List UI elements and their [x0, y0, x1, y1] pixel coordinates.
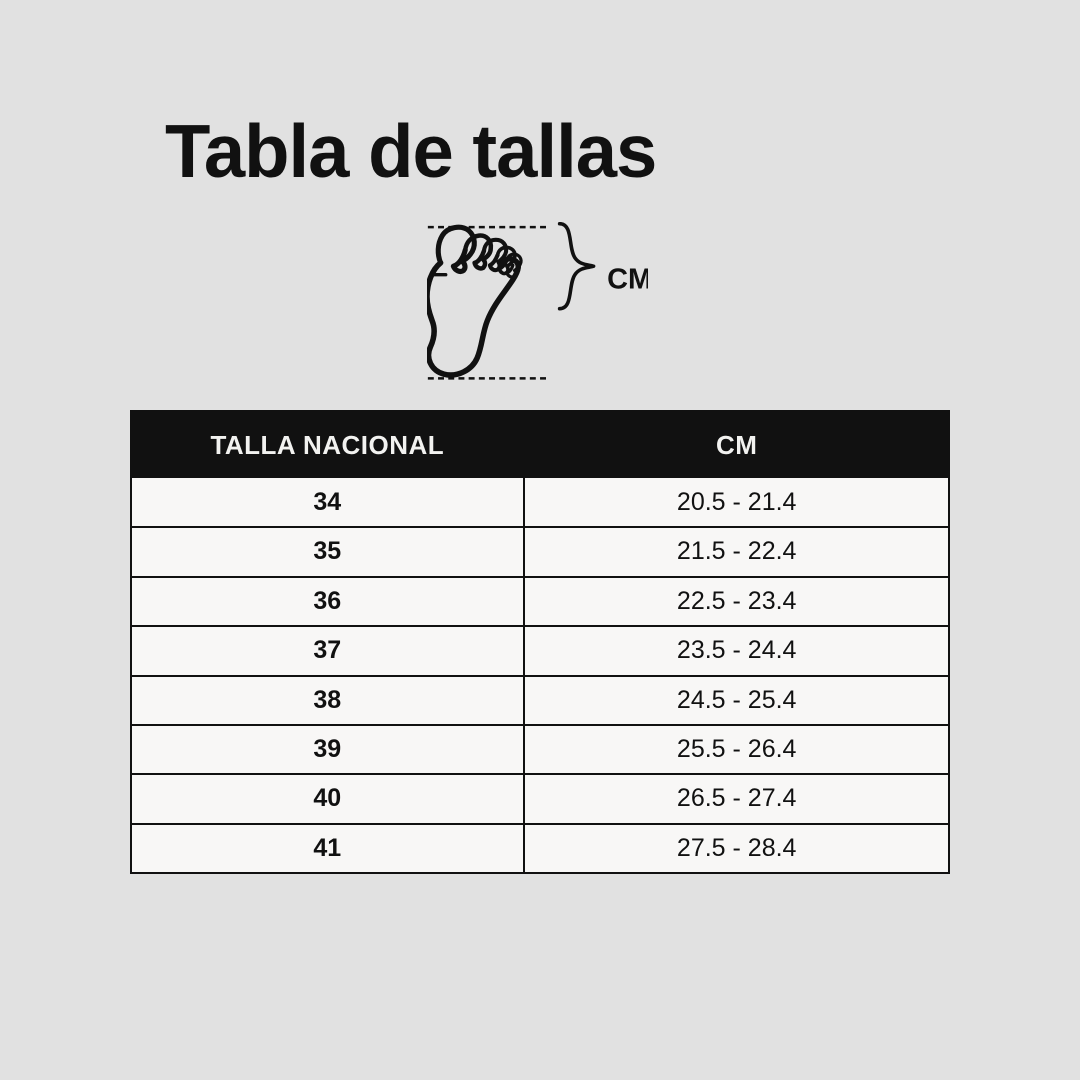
- svg-text:CM: CM: [607, 263, 648, 295]
